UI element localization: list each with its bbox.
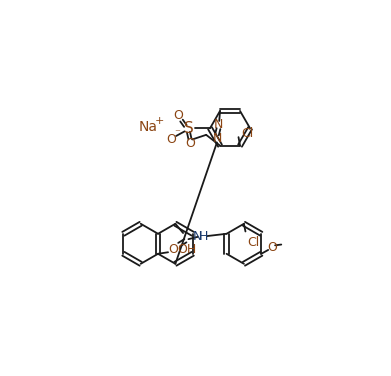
Text: N: N: [212, 132, 222, 145]
Text: O: O: [185, 137, 195, 150]
Text: Cl: Cl: [242, 127, 254, 140]
Text: Cl: Cl: [247, 236, 259, 249]
Text: ⁻: ⁻: [174, 128, 180, 138]
Text: O: O: [168, 243, 178, 256]
Text: H: H: [199, 230, 208, 243]
Text: N: N: [214, 118, 223, 131]
Text: O: O: [174, 109, 183, 123]
Text: OH: OH: [177, 243, 197, 256]
Text: O: O: [167, 133, 176, 146]
Text: S: S: [184, 121, 193, 136]
Text: O: O: [267, 241, 277, 254]
Text: Na: Na: [139, 120, 158, 134]
Text: +: +: [154, 115, 164, 126]
Text: N: N: [193, 230, 203, 243]
